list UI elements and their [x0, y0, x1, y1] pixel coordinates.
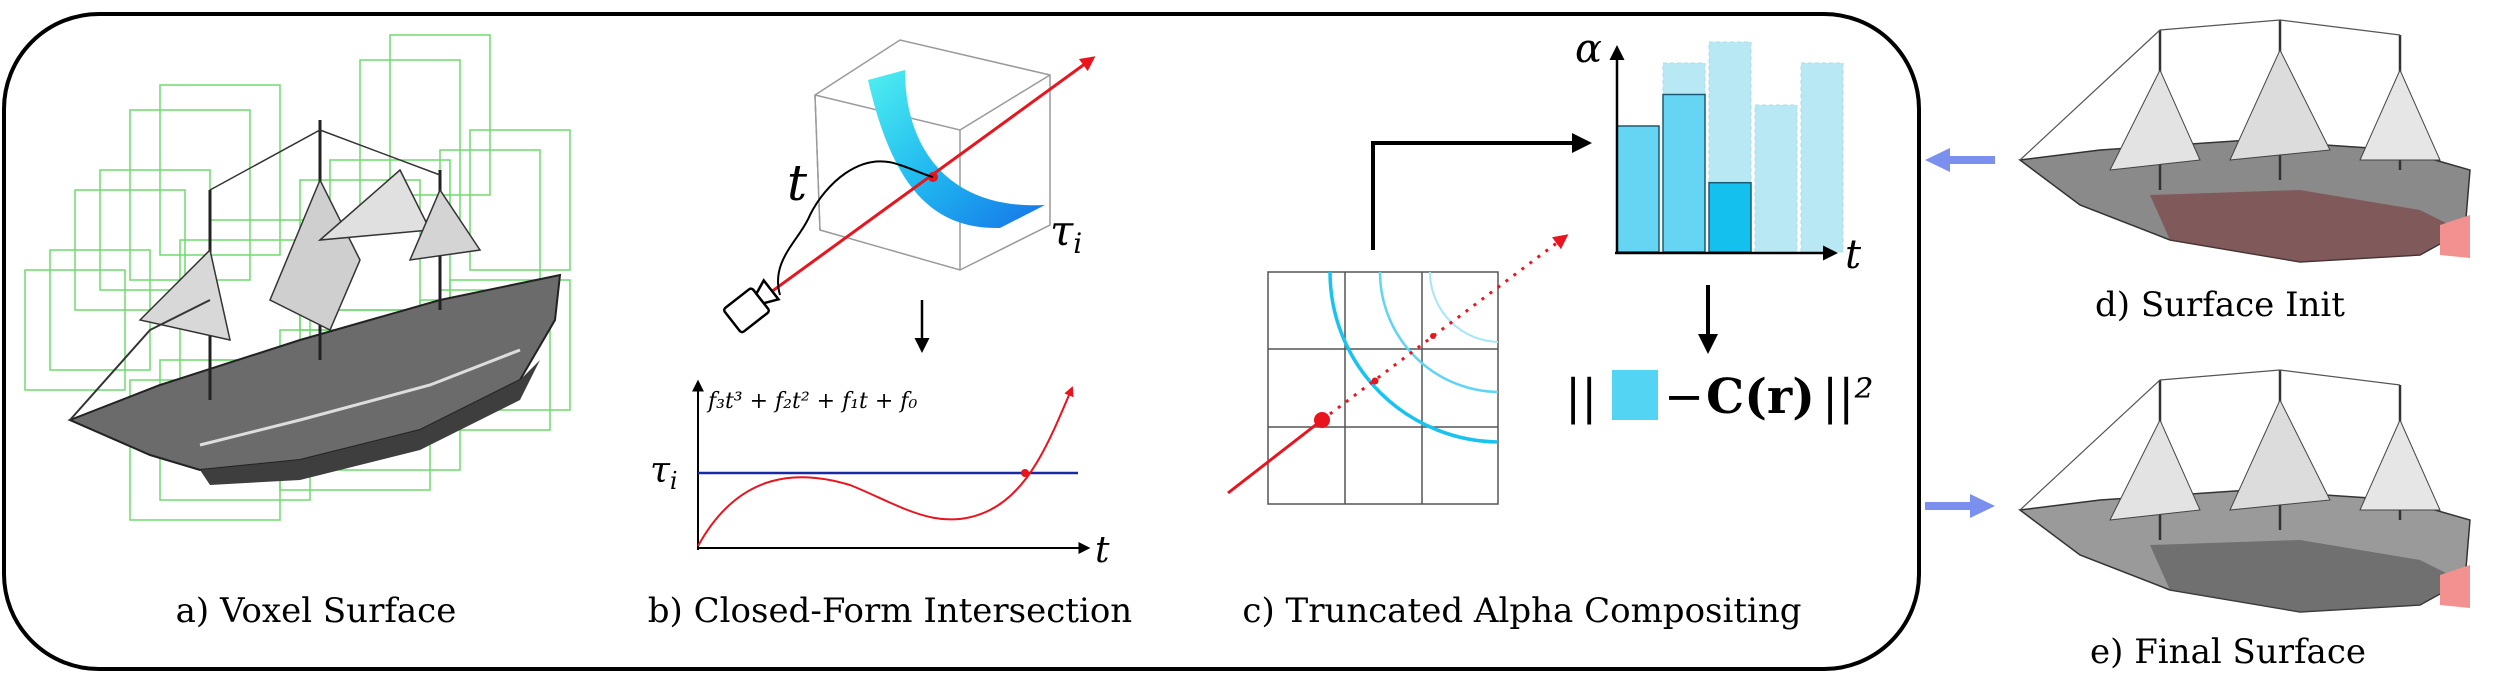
alpha-bar-total-4 — [1800, 62, 1844, 253]
panel-b-closed-form-intersection: t τi f₃t³ + f₂t² + f₁t + f₀ τi t b) Clos… — [648, 39, 1132, 631]
panel-e-caption: e) Final Surface — [2090, 632, 2366, 672]
alpha-bar-chart: α t — [1575, 26, 1862, 278]
panel-c-truncated-alpha-compositing: α t || − C(r) ||² c) Truncated Alpha Com… — [1227, 26, 1874, 631]
second-hit-point — [1371, 377, 1379, 385]
loss-c-term: C(r) — [1706, 369, 1815, 425]
ship-model — [67, 120, 562, 485]
arrow-to-e-from-main — [1925, 494, 1995, 518]
alpha-bar-composited-1 — [1662, 93, 1706, 253]
alpha-bar-total-3 — [1754, 104, 1798, 253]
graph-t-label: t — [1095, 530, 1110, 571]
alpha-bar-composited-0 — [1616, 125, 1660, 253]
alpha-bar-composited-2 — [1708, 181, 1752, 253]
graph-tau-label: τi — [650, 450, 678, 495]
ship-image-final — [2018, 369, 2471, 613]
panel-a-caption: a) Voxel Surface — [176, 591, 457, 631]
ray-solid — [1227, 418, 1323, 495]
panel-e-final-surface: e) Final Surface — [2018, 369, 2471, 672]
alpha-axis-label: α — [1575, 26, 1602, 72]
elbow-arrow — [1371, 133, 1592, 250]
root-point — [1021, 469, 1029, 477]
loss-mid: − — [1664, 369, 1704, 425]
panel-d-surface-init: d) Surface Init — [2018, 19, 2471, 325]
loss-formula: || − C(r) ||² — [1565, 369, 1874, 425]
ship-image-init — [2018, 19, 2471, 263]
loss-suffix: ||² — [1822, 369, 1874, 425]
first-hit-point — [1314, 412, 1330, 428]
t-axis-label: t — [1845, 232, 1862, 278]
camera-icon — [723, 278, 781, 334]
grid-2d — [1267, 271, 1499, 505]
loss-prefix: || — [1565, 369, 1597, 425]
main-panel-frame — [2, 12, 1921, 671]
ray-dotted — [1321, 234, 1569, 422]
rendered-color-swatch — [1612, 370, 1658, 420]
arrow-to-main-from-d — [1925, 148, 1995, 172]
camera-ray — [759, 56, 1096, 302]
panel-c-caption: c) Truncated Alpha Compositing — [1242, 591, 1801, 631]
tau-isosurface — [868, 70, 1045, 229]
third-hit-point — [1430, 333, 1436, 339]
side-arrows — [1925, 148, 1995, 518]
poly-label: f₃t³ + f₂t² + f₁t + f₀ — [706, 389, 917, 414]
panel-b-caption: b) Closed-Form Intersection — [648, 591, 1132, 631]
cubic-graph: f₃t³ + f₂t² + f₁t + f₀ τi t — [650, 379, 1110, 571]
panel-d-caption: d) Surface Init — [2095, 285, 2345, 325]
alpha-bars — [1616, 41, 1844, 253]
cubic-polynomial-curve — [697, 386, 1074, 547]
t-label: t — [787, 154, 808, 212]
t-curve — [777, 160, 934, 296]
tau-label: τi — [1050, 206, 1082, 260]
panel-a-voxel-surface: a) Voxel Surface — [24, 34, 571, 631]
